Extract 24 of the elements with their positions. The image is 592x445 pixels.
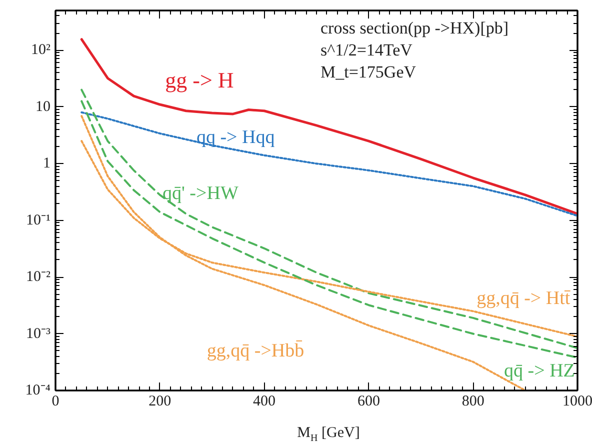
series-label: qq̄' ->HW — [162, 182, 238, 204]
x-tick-label: 0 — [52, 394, 60, 410]
line-series — [80, 38, 578, 216]
y-tick-label: 10 — [36, 98, 50, 115]
x-tick-label: 400 — [253, 394, 276, 410]
line-series — [80, 111, 578, 217]
annotation: cross section(pp ->HX)[pb] — [320, 18, 509, 38]
y-tick-label: 10⁻³ — [26, 326, 52, 342]
x-tick-label: 800 — [462, 394, 484, 410]
y-tick-label: 10⁻⁴ — [25, 382, 51, 398]
annotation: M_t=175GeV — [320, 62, 417, 82]
series-label: gg,qq̄ ->Hbb̄ — [206, 340, 304, 362]
x-tick-label: 200 — [148, 394, 172, 410]
series-label: gg,qq̄ -> Htt̄ — [476, 288, 571, 309]
annotation: s^1/2=14TeV — [320, 40, 414, 60]
y-tick-label: 1 — [43, 156, 50, 172]
x-tick-label: 600 — [357, 394, 380, 410]
series-label: gg -> H — [165, 67, 234, 92]
series-label: qq̄ -> HZ — [504, 360, 575, 382]
y-tick-label: 10⁻¹ — [26, 212, 51, 228]
x-axis-title: M$_{H}$ [GeV] — [297, 424, 360, 445]
y-tick-label: 10⁻² — [26, 269, 52, 286]
y-tick-label: 10² — [31, 42, 52, 58]
x-tick-label: 1000 — [562, 394, 592, 410]
